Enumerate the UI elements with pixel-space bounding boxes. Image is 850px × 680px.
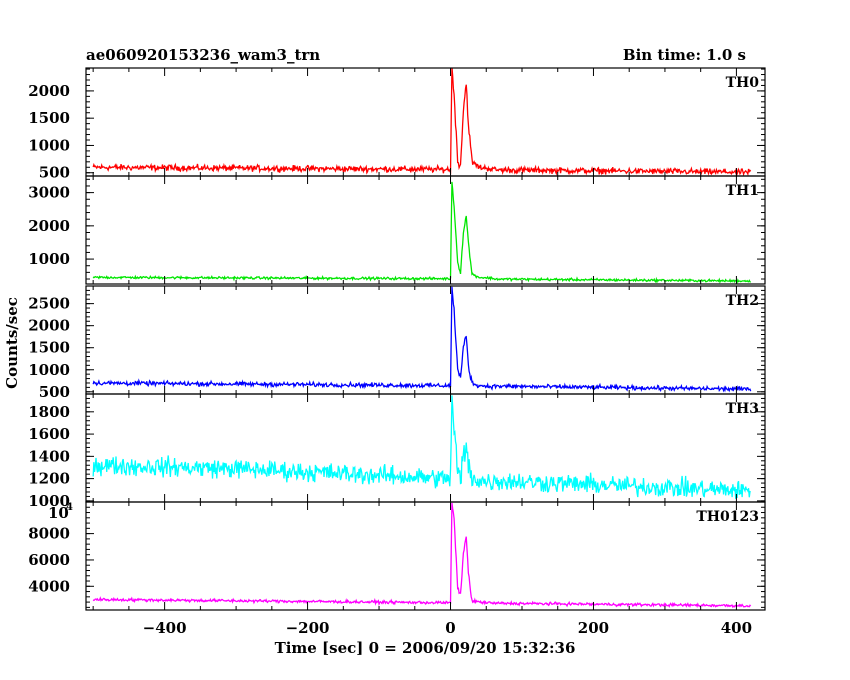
series-line-th3 [92, 395, 751, 499]
y-tick-label: 4000 [28, 577, 70, 595]
y-tick-label: 2000 [28, 82, 70, 100]
y-tick-label: 2000 [28, 217, 70, 235]
y-tick-label: 6000 [28, 551, 70, 569]
series-line-th0123 [92, 502, 752, 609]
light-curves [92, 68, 752, 609]
y-tick-label: 2500 [28, 295, 70, 313]
chart-title-left: ae060920153236_wam3_trn [86, 46, 320, 64]
y-tick-label: 2000 [28, 317, 70, 335]
y-tick-label-exponent: 4 [66, 502, 73, 513]
x-tick-label: 0 [445, 619, 455, 637]
y-tick-label: 1600 [28, 425, 70, 443]
x-tick-label: 400 [721, 619, 752, 637]
x-tick-label: 200 [578, 619, 609, 637]
chart-title-right: Bin time: 1.0 s [623, 46, 746, 64]
panel-label-th0123: TH0123 [696, 509, 759, 525]
y-tick-label: 1000 [28, 361, 70, 379]
panel-frame-th0123 [85, 501, 766, 611]
y-tick-label: 1800 [28, 403, 70, 421]
x-axis-label: Time [sec] 0 = 2006/09/20 15:32:36 [275, 639, 576, 657]
y-tick-label: 1000 [28, 136, 70, 154]
y-tick-label: 1500 [28, 339, 70, 357]
y-tick-label: 500 [39, 383, 70, 401]
series-line-th2 [92, 286, 752, 393]
series-line-th0 [92, 68, 752, 176]
panel-frames [85, 67, 766, 611]
y-tick-label: 500 [39, 164, 70, 182]
panel-frame-th2 [85, 285, 766, 395]
y-tick-label-exponent-base: 10 [48, 504, 69, 522]
x-tick-label: −200 [286, 619, 330, 637]
y-axis-label: Counts/sec [3, 297, 21, 389]
panel-label-th1: TH1 [726, 183, 759, 199]
y-tick-label: 3000 [28, 184, 70, 202]
y-tick-label: 1400 [28, 447, 70, 465]
panel-frame-th1 [85, 175, 766, 285]
x-tick-label: −400 [143, 619, 187, 637]
y-tick-label: 8000 [28, 525, 70, 543]
y-tick-label: 1500 [28, 109, 70, 127]
axis-ticks [86, 68, 765, 610]
series-line-th1 [92, 181, 752, 284]
panel-label-th3: TH3 [726, 401, 759, 417]
panel-label-th0: TH0 [726, 75, 760, 91]
y-tick-label: 1000 [28, 492, 70, 510]
panel-label-th2: TH2 [726, 293, 759, 309]
y-tick-label: 1200 [28, 470, 70, 488]
panel-frame-th3 [85, 393, 766, 503]
panel-frame-th0 [85, 67, 766, 177]
y-tick-label: 1000 [28, 250, 70, 268]
